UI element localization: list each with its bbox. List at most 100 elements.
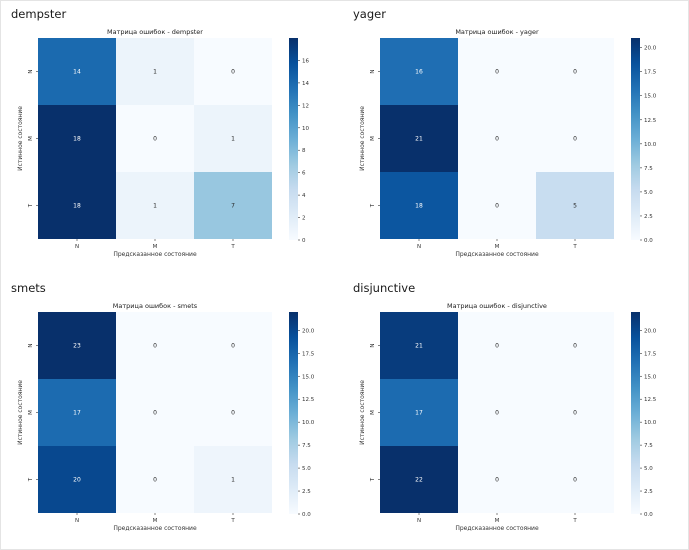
y-axis-label: Истинное состояние <box>17 106 24 171</box>
heatmap-cell: 0 <box>458 379 536 446</box>
cell-label: 0 <box>231 69 235 76</box>
chart-title: Матрица ошибок - yager <box>455 28 539 36</box>
y-tick-label: N <box>370 343 376 347</box>
colorbar-tick-label: 7.5 <box>302 443 311 449</box>
cell-rect <box>458 172 536 239</box>
panel-yager: yager Матрица ошибок - yager 16 0 0 21 0 0 18 0 5… <box>343 1 687 276</box>
heatmap-yager: Матрица ошибок - yager 16 0 0 21 0 0 18 0 5 N M T N M T… <box>359 28 657 258</box>
colorbar-tick-label: 2 <box>302 216 306 222</box>
colorbar-tick-label: 17.5 <box>644 70 657 76</box>
cell-label: 20 <box>73 477 81 484</box>
cell-rect <box>458 312 536 379</box>
cell-label: 1 <box>231 136 235 143</box>
panel-label: yager <box>353 7 386 21</box>
colorbar <box>289 312 298 514</box>
cell-label: 16 <box>415 69 423 76</box>
x-tick-label: N <box>417 518 421 524</box>
y-tick-label: N <box>28 69 34 73</box>
colorbar-tick-label: 14 <box>302 81 309 87</box>
y-tick-label: N <box>28 343 34 347</box>
x-axis-label: Предсказанное состояние <box>455 525 539 532</box>
cell-label: 0 <box>495 410 499 417</box>
cell-label: 18 <box>415 203 423 210</box>
cell-label: 5 <box>573 203 577 210</box>
cell-label: 0 <box>153 343 157 350</box>
cell-rect <box>194 446 272 513</box>
cell-rect <box>38 172 116 239</box>
cell-rect <box>116 105 194 172</box>
cell-label: 0 <box>573 343 577 350</box>
cell-label: 0 <box>573 477 577 484</box>
colorbar-tick-label: 12 <box>302 103 309 109</box>
cell-label: 0 <box>231 343 235 350</box>
chart-title: Матрица ошибок - dempster <box>107 28 203 36</box>
x-tick-label: N <box>75 518 79 524</box>
cell-rect <box>116 379 194 446</box>
cell-label: 21 <box>415 136 423 143</box>
heatmap-cell: 1 <box>194 446 272 513</box>
y-tick-label: T <box>28 477 34 482</box>
cell-label: 18 <box>73 136 81 143</box>
heatmap-cell: 0 <box>458 312 536 379</box>
x-tick-label: T <box>572 244 577 250</box>
cell-label: 0 <box>495 136 499 143</box>
cell-label: 7 <box>231 203 235 210</box>
heatmap-cell: 5 <box>536 172 614 239</box>
panel-label: dempster <box>11 7 67 21</box>
panel-disjunctive: disjunctive Матрица ошибок - disjunctive… <box>343 275 687 550</box>
colorbar-tick-label: 0.0 <box>302 512 311 518</box>
y-tick-label: N <box>370 69 376 73</box>
colorbar-tick-label: 6 <box>302 171 306 177</box>
colorbar <box>289 38 298 240</box>
heatmap-cell: 18 <box>38 172 116 239</box>
heatmap-cell: 0 <box>458 105 536 172</box>
colorbar-tick-label: 15.0 <box>644 374 657 380</box>
y-tick-label: M <box>370 136 376 141</box>
y-axis-label: Истинное состояние <box>359 106 366 171</box>
heatmap-cell: 0 <box>194 312 272 379</box>
cell-rect <box>380 379 458 446</box>
cell-rect <box>458 446 536 513</box>
chart-title: Матрица ошибок - smets <box>113 302 198 310</box>
colorbar <box>631 38 640 240</box>
panel-label: disjunctive <box>353 281 416 295</box>
cell-label: 0 <box>153 136 157 143</box>
cell-label: 17 <box>415 410 423 417</box>
y-tick-label: M <box>370 410 376 415</box>
heatmap-cell: 0 <box>536 105 614 172</box>
cell-label: 0 <box>153 410 157 417</box>
colorbar-tick-label: 2.5 <box>644 214 653 220</box>
colorbar-tick-label: 10.0 <box>644 420 657 426</box>
cell-rect <box>536 172 614 239</box>
cell-rect <box>380 446 458 513</box>
heatmap-cell: 1 <box>194 105 272 172</box>
cell-rect <box>116 38 194 105</box>
colorbar-tick-label: 10.0 <box>644 142 657 148</box>
colorbar-tick-label: 20.0 <box>302 328 315 334</box>
cell-label: 23 <box>73 343 81 350</box>
cell-label: 21 <box>415 343 423 350</box>
cell-rect <box>38 446 116 513</box>
heatmap-cell: 14 <box>38 38 116 105</box>
colorbar-tick-label: 7.5 <box>644 443 653 449</box>
heatmap-cell: 0 <box>458 38 536 105</box>
heatmap-cell: 20 <box>38 446 116 513</box>
heatmap-disjunctive: Матрица ошибок - disjunctive 21 0 0 17 0 0 22 0 0… <box>359 302 657 532</box>
cell-rect <box>536 446 614 513</box>
colorbar-tick-label: 20.0 <box>644 328 657 334</box>
x-tick-label: T <box>230 518 235 524</box>
heatmap-cell: 0 <box>116 105 194 172</box>
x-tick-label: T <box>230 244 235 250</box>
heatmap-cell: 1 <box>116 38 194 105</box>
cell-rect <box>116 446 194 513</box>
colorbar-tick-label: 17.5 <box>644 351 657 357</box>
heatmap-cell: 16 <box>380 38 458 105</box>
heatmap-cell: 0 <box>536 379 614 446</box>
cell-label: 18 <box>73 203 81 210</box>
cell-label: 0 <box>495 343 499 350</box>
x-tick-label: M <box>495 244 500 250</box>
cell-label: 0 <box>573 69 577 76</box>
cell-rect <box>380 312 458 379</box>
colorbar-tick-label: 15.0 <box>302 374 315 380</box>
